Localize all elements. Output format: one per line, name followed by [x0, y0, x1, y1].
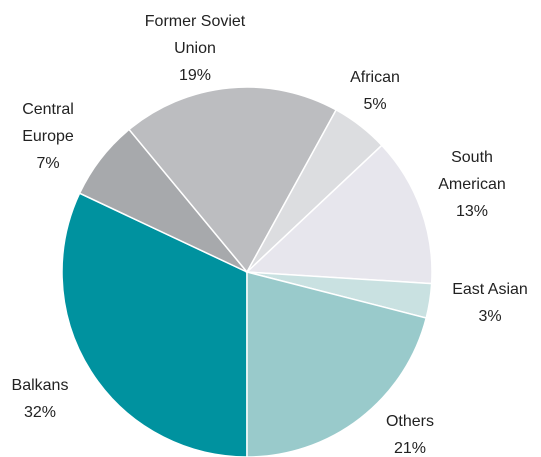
slice-value: 32%: [23, 404, 57, 421]
slice-name: African: [350, 69, 400, 86]
slice-value: 7%: [36, 155, 60, 172]
slice-name: East Asian: [452, 281, 528, 298]
pie-slice: [246, 271, 428, 457]
slice-value: 3%: [478, 308, 502, 325]
slice-value: 13%: [455, 203, 489, 220]
slice-label: African 5%: [335, 64, 415, 118]
slice-name: Others: [385, 413, 434, 430]
pie-slice: [61, 192, 248, 457]
pie-slice: [128, 86, 338, 274]
slice-name: Former Soviet Union: [144, 13, 246, 57]
slice-label: Central Europe 7%: [8, 96, 88, 177]
slice-value: 19%: [178, 67, 212, 84]
pie-slice: [245, 144, 433, 285]
slice-label: Others 21%: [370, 408, 450, 457]
slice-name: Balkans: [11, 377, 69, 394]
slice-label: South American 13%: [422, 144, 522, 225]
slice-label: East Asian 3%: [435, 276, 541, 330]
slice-label: Former Soviet Union 19%: [135, 8, 255, 89]
slice-name: South American: [438, 149, 506, 193]
slice-value: 5%: [363, 96, 387, 113]
slice-name: Central Europe: [22, 101, 74, 145]
slice-label: Balkans 32%: [0, 372, 80, 426]
slice-value: 21%: [393, 440, 427, 457]
